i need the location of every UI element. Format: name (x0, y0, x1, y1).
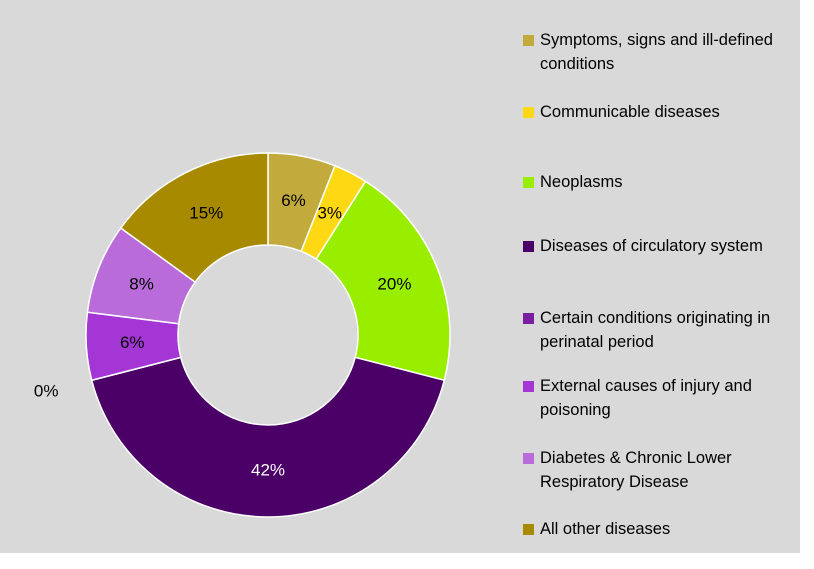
legend-label: All other diseases (540, 520, 671, 538)
legend-label: External causes of injury and poisoning (540, 377, 752, 419)
data-label: 42% (251, 460, 285, 479)
donut-slice (315, 180, 451, 382)
legend-label: Neoplasms (540, 173, 623, 191)
legend-swatch (523, 524, 534, 535)
data-label: 3% (317, 203, 342, 222)
legend-swatch (523, 177, 534, 188)
legend-swatch (523, 35, 534, 46)
legend-item: Communicable diseases (523, 100, 803, 124)
data-label: 20% (377, 274, 411, 293)
legend-item: All other diseases (523, 517, 803, 541)
legend-item: Diabetes & Chronic Lower Respiratory Dis… (523, 446, 803, 494)
legend-swatch (523, 313, 534, 324)
legend-label: Communicable diseases (540, 103, 720, 121)
legend-label: Certain conditions originating in perina… (540, 309, 771, 351)
legend-label: Symptoms, signs and ill-defined conditio… (540, 31, 773, 73)
donut-slice (119, 152, 269, 284)
legend-item: External causes of injury and poisoning (523, 374, 803, 422)
legend-item: Neoplasms (523, 170, 803, 194)
data-label: 6% (281, 191, 306, 210)
data-label: 15% (189, 203, 223, 222)
legend-label: Diabetes & Chronic Lower Respiratory Dis… (540, 449, 732, 491)
chart: 6% 3% 20% 42% 0% 6% 8% 15% (34, 152, 451, 518)
donut-slice (90, 356, 446, 518)
legend-swatch (523, 381, 534, 392)
data-label: 6% (120, 333, 145, 352)
legend-item: Certain conditions originating in perina… (523, 306, 803, 354)
data-label: 8% (129, 274, 154, 293)
legend-swatch (523, 453, 534, 464)
data-label: 0% (34, 381, 59, 400)
legend-swatch (523, 107, 534, 118)
legend-item: Symptoms, signs and ill-defined conditio… (523, 28, 803, 76)
legend-item: Diseases of circulatory system (523, 234, 803, 258)
legend-swatch (523, 241, 534, 252)
legend-label: Diseases of circulatory system (540, 237, 763, 255)
